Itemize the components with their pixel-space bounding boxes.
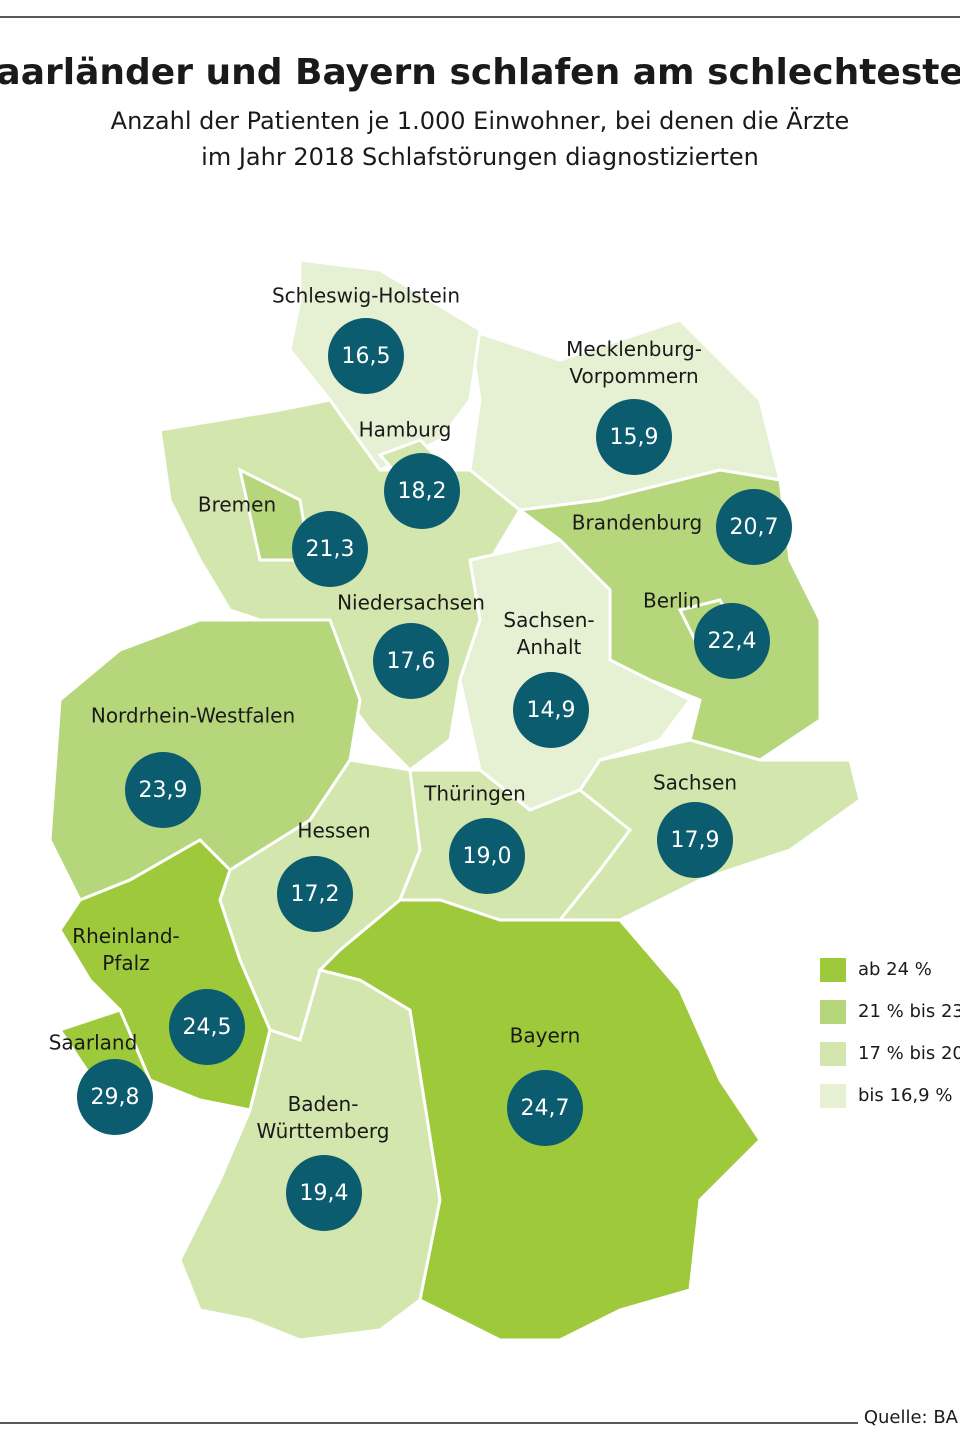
region-name: Mecklenburg-Vorpommern [566,337,702,388]
source: Quelle: BA [864,1407,959,1428]
legend-label: bis 16,9 % [858,1085,952,1106]
title: Saarländer und Bayern schlafen am schlec… [0,52,960,93]
legend-swatch [820,1000,846,1024]
region-name: Hessen [297,819,370,843]
region-value: 14,9 [527,698,576,723]
region-value: 23,9 [139,778,188,803]
legend-swatch [820,958,846,982]
region-name: Nordrhein-Westfalen [91,704,295,728]
value-badge [596,399,672,475]
region-value: 15,9 [610,425,659,450]
region-value: 21,3 [306,537,355,562]
region-value: 29,8 [91,1085,140,1110]
legend-label: ab 24 % [858,959,932,980]
value-badge [449,818,525,894]
value-badge [77,1059,153,1135]
legend-label: 17 % bis 20, [858,1043,960,1064]
region-name: Sachsen-Anhalt [503,608,594,659]
region-value: 17,9 [671,828,720,853]
region-name: Saarland [49,1031,138,1055]
region-name: Bremen [198,493,276,517]
region-value: 16,5 [342,344,391,369]
region-value: 17,6 [387,649,436,674]
region-name: Hamburg [359,418,452,442]
value-badge [286,1155,362,1231]
value-badge [694,603,770,679]
value-badge [328,318,404,394]
region-name: Bayern [510,1024,581,1048]
value-badge [373,623,449,699]
region-value: 19,4 [300,1181,349,1206]
value-badge [292,511,368,587]
value-badge [513,672,589,748]
region-name: Rheinland-Pfalz [72,924,180,975]
value-badge [657,802,733,878]
region-name: Sachsen [653,771,737,795]
value-badge [125,752,201,828]
map: Schleswig-Holstein 16,5 Mecklenburg-Vorpom… [48,258,862,1342]
region-value: 20,7 [730,515,779,540]
legend-swatch [820,1042,846,1066]
region-value: 22,4 [708,629,757,654]
region-value: 18,2 [398,479,447,504]
region-name: Schleswig-Holstein [272,284,460,308]
region-value: 17,2 [291,882,340,907]
legend-label: 21 % bis 23, [858,1001,960,1022]
value-badge [277,856,353,932]
value-badge [169,989,245,1065]
subtitle: im Jahr 2018 Schlafstörungen diagnostizi… [201,143,759,171]
region-name: Thüringen [423,782,526,806]
region-name: Brandenburg [572,511,703,535]
legend-swatch [820,1084,846,1108]
value-badge [507,1070,583,1146]
region-value: 24,5 [183,1015,232,1040]
region-name: Niedersachsen [337,591,485,615]
region-name: Baden-Württemberg [257,1092,390,1143]
region-name: Berlin [643,589,701,613]
value-badge [384,453,460,529]
region-value: 19,0 [463,844,512,869]
region-value: 24,7 [521,1096,570,1121]
subtitle: Anzahl der Patienten je 1.000 Einwohner,… [111,106,850,135]
value-badge [716,489,792,565]
